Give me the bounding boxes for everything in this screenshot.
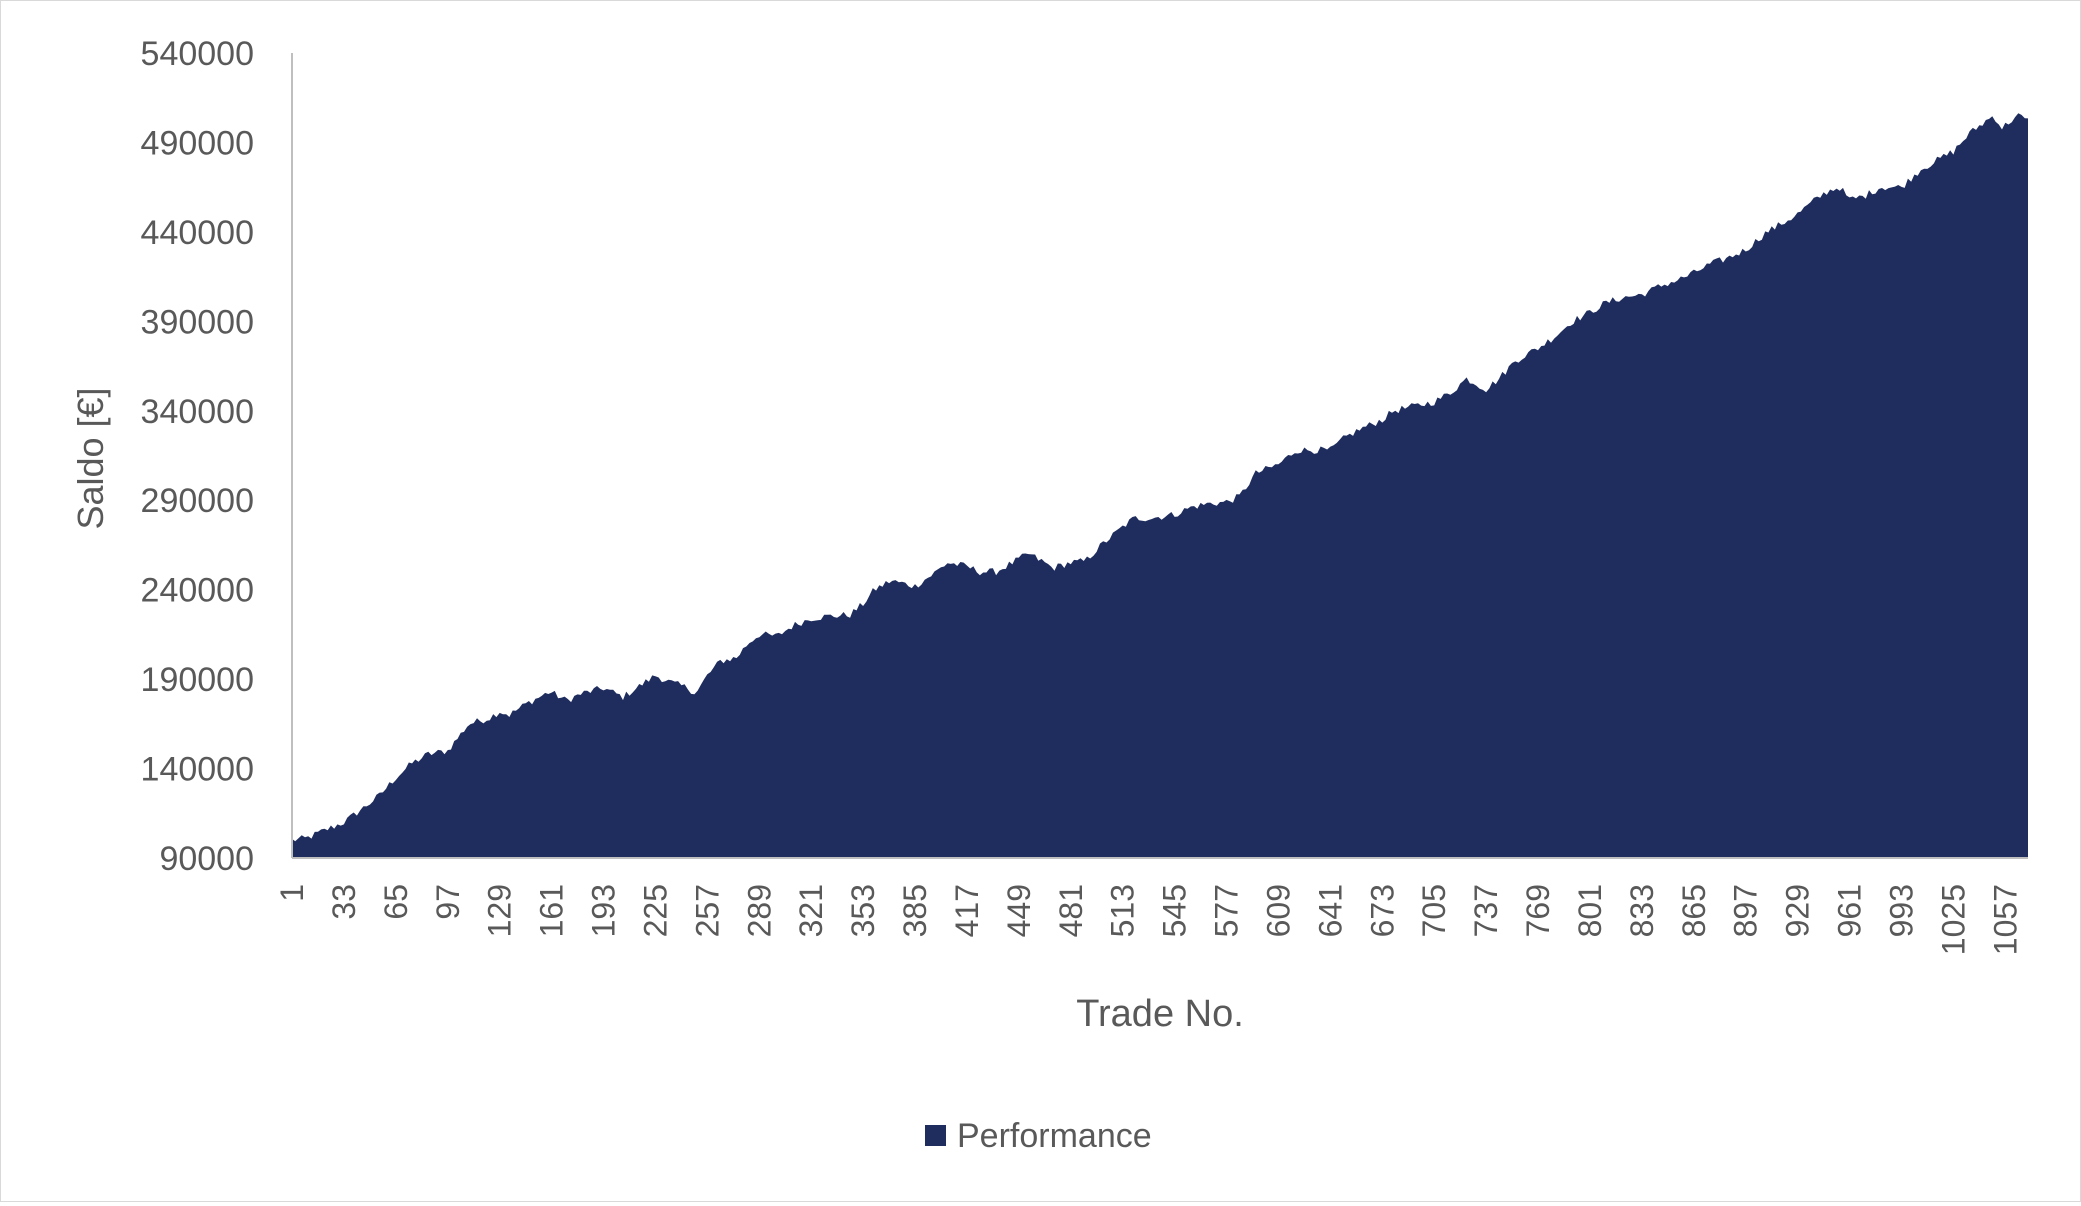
x-tick-label: 481 — [1053, 884, 1089, 937]
x-tick-label: 33 — [326, 884, 362, 920]
y-tick-label: 140000 — [141, 751, 254, 789]
y-tick-label: 240000 — [141, 572, 254, 610]
y-tick-label: 340000 — [141, 393, 254, 431]
x-tick-label: 289 — [741, 884, 777, 937]
x-tick-label: 129 — [482, 884, 518, 937]
x-tick-label: 1025 — [1935, 884, 1971, 955]
x-axis-label: Trade No. — [1076, 993, 1244, 1035]
x-tick-label: 545 — [1157, 884, 1193, 937]
x-tick-label: 609 — [1260, 884, 1296, 937]
x-tick-label: 161 — [534, 884, 570, 937]
x-tick-label: 97 — [430, 884, 466, 920]
y-tick-label: 440000 — [141, 214, 254, 252]
x-tick-label: 737 — [1468, 884, 1504, 937]
x-tick-label: 1057 — [1987, 884, 2023, 955]
x-tick-label: 993 — [1884, 884, 1920, 937]
x-tick-label: 321 — [793, 884, 829, 937]
x-tick-label: 1 — [274, 884, 310, 902]
y-axis-label: Saldo [€] — [70, 387, 111, 529]
y-tick-label: 90000 — [159, 840, 254, 878]
x-tick-label: 897 — [1728, 884, 1764, 937]
x-tick-label: 769 — [1520, 884, 1556, 937]
x-tick-label: 257 — [689, 884, 725, 937]
y-tick-label: 540000 — [141, 35, 254, 73]
x-tick-label: 449 — [1001, 884, 1037, 937]
x-tick-label: 385 — [897, 884, 933, 937]
x-tick-label: 929 — [1780, 884, 1816, 937]
x-tick-label: 513 — [1105, 884, 1141, 937]
legend-label-performance: Performance — [957, 1117, 1152, 1155]
x-tick-label: 577 — [1209, 884, 1245, 937]
y-tick-label: 390000 — [141, 303, 254, 341]
y-tick-label: 490000 — [141, 124, 254, 162]
x-tick-label: 193 — [586, 884, 622, 937]
x-tick-label: 225 — [637, 884, 673, 937]
x-tick-label: 417 — [949, 884, 985, 937]
x-tick-label: 865 — [1676, 884, 1712, 937]
x-tick-label: 65 — [378, 884, 414, 920]
x-axis-ticks: 1 33 65 97 129 161 193 225 257 289 321 353 385 417 449… — [274, 884, 2023, 955]
y-axis-ticks: 90000 140000 190000 240000 290000 340000 39000… — [141, 35, 254, 878]
legend: Performance — [925, 1117, 1152, 1155]
plot-area — [292, 113, 2028, 859]
x-tick-label: 961 — [1832, 884, 1868, 937]
performance-area — [292, 113, 2028, 859]
x-tick-label: 353 — [845, 884, 881, 937]
x-tick-label: 833 — [1624, 884, 1660, 937]
x-tick-label: 641 — [1312, 884, 1348, 937]
x-tick-label: 705 — [1416, 884, 1452, 937]
x-tick-label: 801 — [1572, 884, 1608, 937]
legend-swatch-performance — [925, 1125, 946, 1146]
y-tick-label: 290000 — [141, 482, 254, 520]
y-tick-label: 190000 — [141, 661, 254, 699]
x-tick-label: 673 — [1364, 884, 1400, 937]
